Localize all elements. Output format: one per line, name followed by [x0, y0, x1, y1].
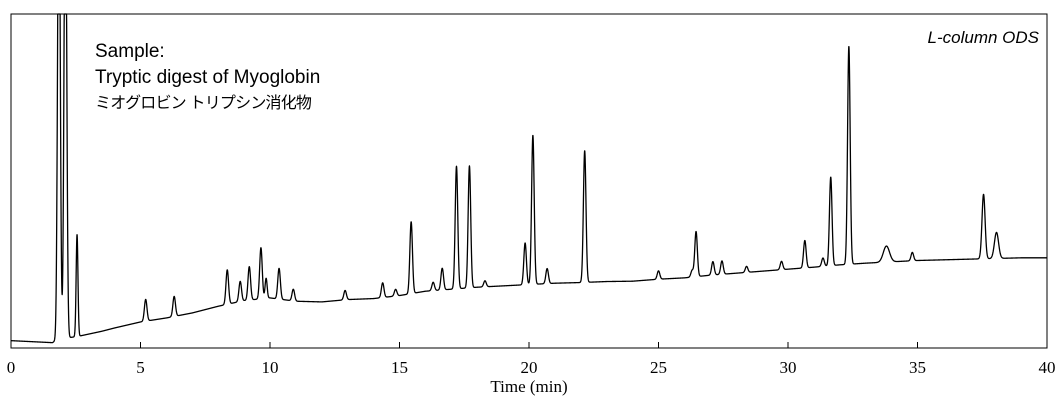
peak-apex — [75, 233, 79, 237]
x-tick-label: 15 — [391, 358, 408, 377]
peak-apex — [821, 256, 825, 260]
peak-apex — [720, 259, 724, 263]
peak-apex — [803, 238, 807, 242]
peak-apex — [277, 266, 281, 270]
peak-apex — [994, 230, 998, 234]
peak-apex — [483, 279, 487, 283]
peak-apex — [467, 164, 471, 168]
peak-apex — [982, 192, 986, 196]
peak-apex — [264, 276, 268, 280]
x-tick-label: 40 — [1039, 358, 1056, 377]
peak-apex — [523, 241, 527, 245]
plot-frame — [10, 13, 1048, 349]
peak-apex — [694, 229, 698, 233]
peak-apex — [829, 175, 833, 179]
peak-apex — [291, 287, 295, 291]
peak-apex — [238, 279, 242, 283]
peak-apex — [531, 133, 535, 137]
x-tick-label: 0 — [7, 358, 16, 377]
column-label: L-column ODS — [928, 28, 1040, 47]
peak-apex — [381, 281, 385, 285]
x-tick-label: 30 — [780, 358, 797, 377]
sample-name-en: Tryptic digest of Myoglobin — [95, 67, 320, 88]
x-tick-label: 10 — [262, 358, 279, 377]
peak-apex — [780, 259, 784, 263]
peak-apex — [884, 244, 888, 248]
chromatogram-trace — [10, 13, 1048, 344]
peak-apex — [440, 266, 444, 270]
x-tick-label: 5 — [136, 358, 145, 377]
x-tick-label: 20 — [521, 358, 538, 377]
trace-layer — [10, 13, 1048, 344]
x-axis-ticks: 0 5 10 15 20 25 30 35 40 — [7, 342, 1056, 377]
annotation-layer: Sample: Tryptic digest of Myoglobin ミオグロ… — [95, 28, 1040, 396]
peak-apex — [409, 220, 413, 224]
peak-apex — [847, 44, 851, 48]
peak-apex — [394, 287, 398, 291]
x-axis-label: Time (min) — [490, 377, 567, 396]
x-tick-label: 35 — [909, 358, 926, 377]
peak-apex — [657, 269, 661, 273]
peak-apex — [583, 149, 587, 153]
x-tick-label: 25 — [650, 358, 667, 377]
sample-name-ja: ミオグロビン トリプシン消化物 — [95, 94, 312, 112]
peak-apex — [144, 297, 148, 301]
peak-apex — [343, 288, 347, 292]
peak-apex — [259, 246, 263, 250]
peak-apex — [431, 280, 435, 284]
peak-apex — [545, 267, 549, 271]
peak-apex — [454, 164, 458, 168]
peak-apex — [247, 265, 251, 269]
peak-apex — [745, 264, 749, 268]
peak-apex — [690, 268, 694, 272]
peak-apex — [910, 250, 914, 254]
peak-apex — [711, 260, 715, 264]
peak-apex — [172, 294, 176, 298]
peak-apex — [225, 268, 229, 272]
sample-label: Sample: — [95, 41, 165, 62]
